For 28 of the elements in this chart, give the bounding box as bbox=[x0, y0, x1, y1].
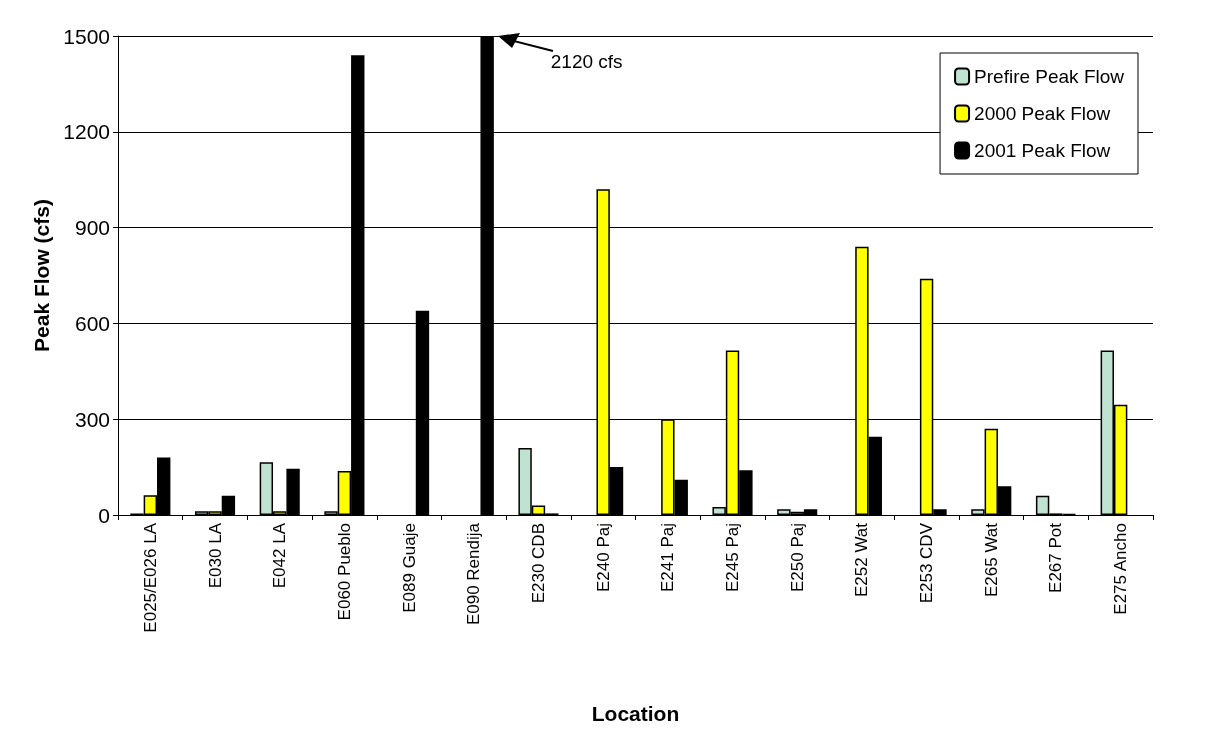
legend-label: 2000 Peak Flow bbox=[974, 103, 1111, 124]
x-tick-label: E089 Guaje bbox=[399, 523, 419, 613]
y-tick-label: 900 bbox=[74, 216, 110, 240]
x-tick-label: E275 Ancho bbox=[1111, 523, 1131, 615]
x-tick-label: E267 Pot bbox=[1046, 522, 1066, 593]
x-tick-label: E241 Paj bbox=[658, 523, 678, 592]
y-tick-label: 600 bbox=[74, 311, 110, 335]
x-tick-label: E265 Wat bbox=[981, 522, 1001, 598]
x-tick-label: E030 LA bbox=[205, 522, 225, 589]
x-tick-label: E042 LA bbox=[270, 522, 290, 589]
y-tick-label: 300 bbox=[74, 407, 110, 431]
y-tick-label: 1500 bbox=[63, 24, 110, 48]
legend-label: Prefire Peak Flow bbox=[974, 66, 1125, 87]
legend-label: 2001 Peak Flow bbox=[974, 140, 1111, 161]
x-tick-label: E240 Paj bbox=[593, 523, 613, 592]
x-tick-label: E250 Paj bbox=[787, 523, 807, 592]
x-tick-label: E253 CDV bbox=[917, 522, 937, 604]
x-tick-label: E245 Paj bbox=[723, 523, 743, 592]
y-axis-title: Peak Flow (cfs) bbox=[30, 199, 54, 352]
y-tick-label: 1200 bbox=[63, 120, 110, 144]
y-tick-label: 0 bbox=[98, 503, 110, 527]
x-tick-label: E060 Pueblo bbox=[334, 523, 354, 621]
x-axis-title: Location bbox=[591, 702, 680, 725]
x-tick-label: E025/E026 LA bbox=[140, 522, 160, 633]
x-tick-label: E252 Wat bbox=[852, 522, 872, 598]
x-tick-label: E230 CDB bbox=[528, 523, 548, 604]
annotation: 2120 cfs bbox=[550, 51, 623, 72]
x-tick-label: E090 Rendija bbox=[464, 522, 484, 626]
